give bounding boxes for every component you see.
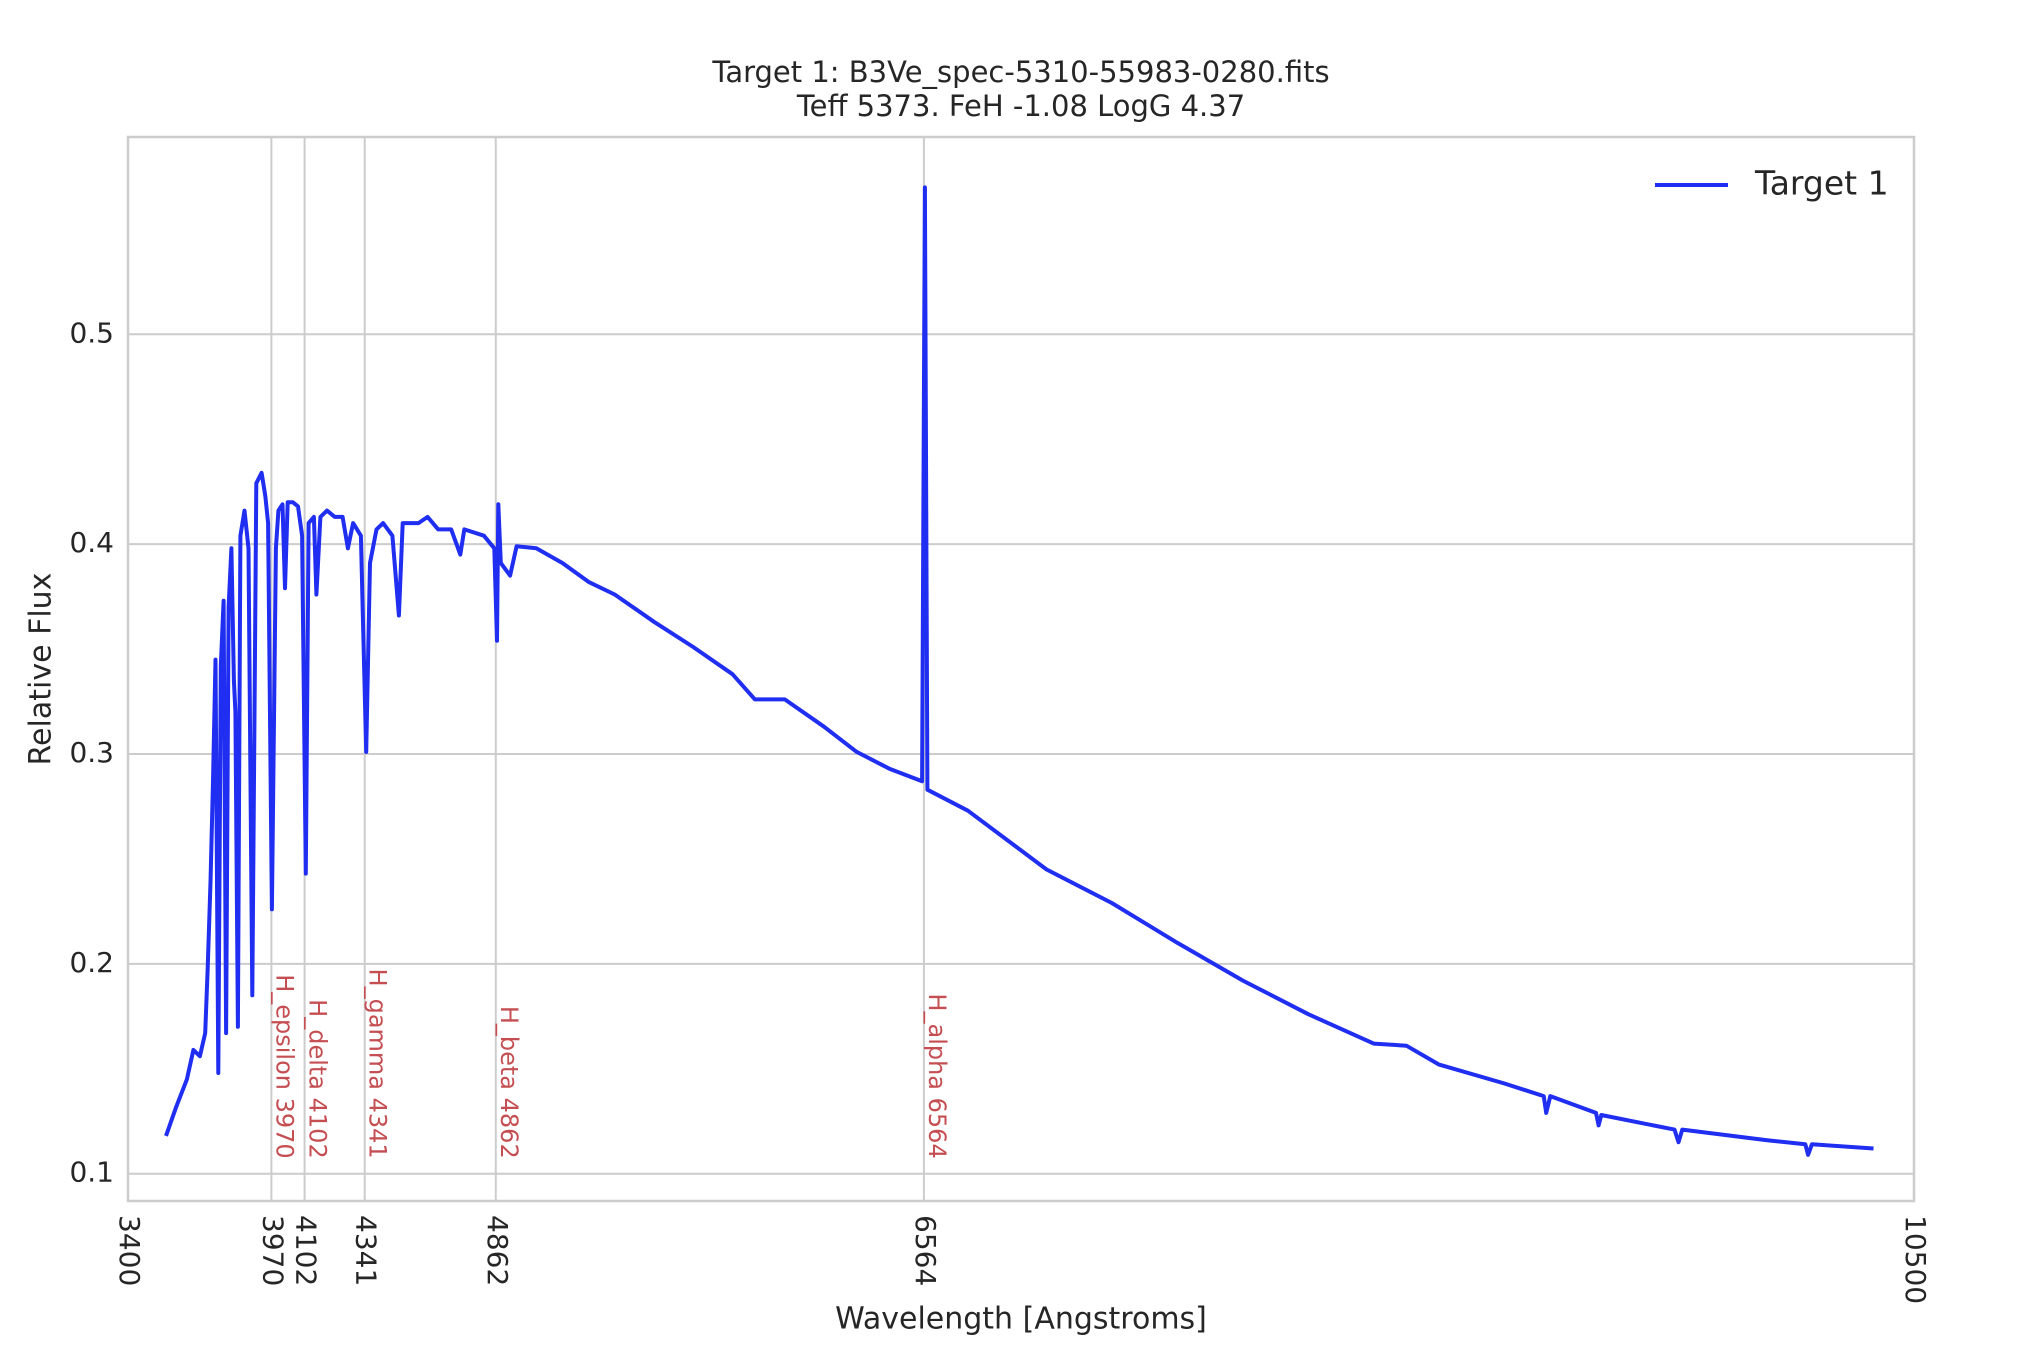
y-axis-label: Relative Flux — [24, 573, 59, 766]
line-annotation: H_alpha 6564 — [923, 993, 951, 1158]
line-annotation: H_epsilon 3970 — [270, 974, 298, 1159]
y-tick-label: 0.3 — [69, 736, 114, 769]
plot-area — [128, 137, 1914, 1201]
x-tick-label: 3400 — [113, 1215, 146, 1286]
x-tick-label: 4862 — [481, 1215, 514, 1286]
x-axis-label: Wavelength [Angstroms] — [835, 1302, 1207, 1337]
line-annotation: H_delta 4102 — [304, 999, 332, 1159]
x-tick-label: 3970 — [256, 1215, 289, 1286]
plot-frame — [126, 135, 1916, 1203]
line-annotation: H_gamma 4341 — [364, 969, 392, 1159]
x-tick-label: 10500 — [1899, 1215, 1932, 1304]
y-tick-label: 0.5 — [69, 316, 114, 349]
x-tick-label: 4341 — [350, 1215, 383, 1286]
x-tick-label: 6564 — [909, 1215, 942, 1286]
chart-title: Target 1: B3Ve_spec-5310-55983-0280.fits — [711, 55, 1329, 89]
line-annotation: H_beta 4862 — [495, 1006, 523, 1159]
x-tick-label: 4102 — [290, 1215, 323, 1286]
spectrum-line — [164, 185, 1874, 1157]
y-tick-label: 0.1 — [69, 1156, 114, 1189]
chart-subtitle: Teff 5373. FeH -1.08 LogG 4.37 — [796, 89, 1245, 123]
legend-label: Target 1 — [1754, 164, 1889, 203]
y-tick-label: 0.4 — [69, 526, 114, 559]
y-tick-label: 0.2 — [69, 946, 114, 979]
